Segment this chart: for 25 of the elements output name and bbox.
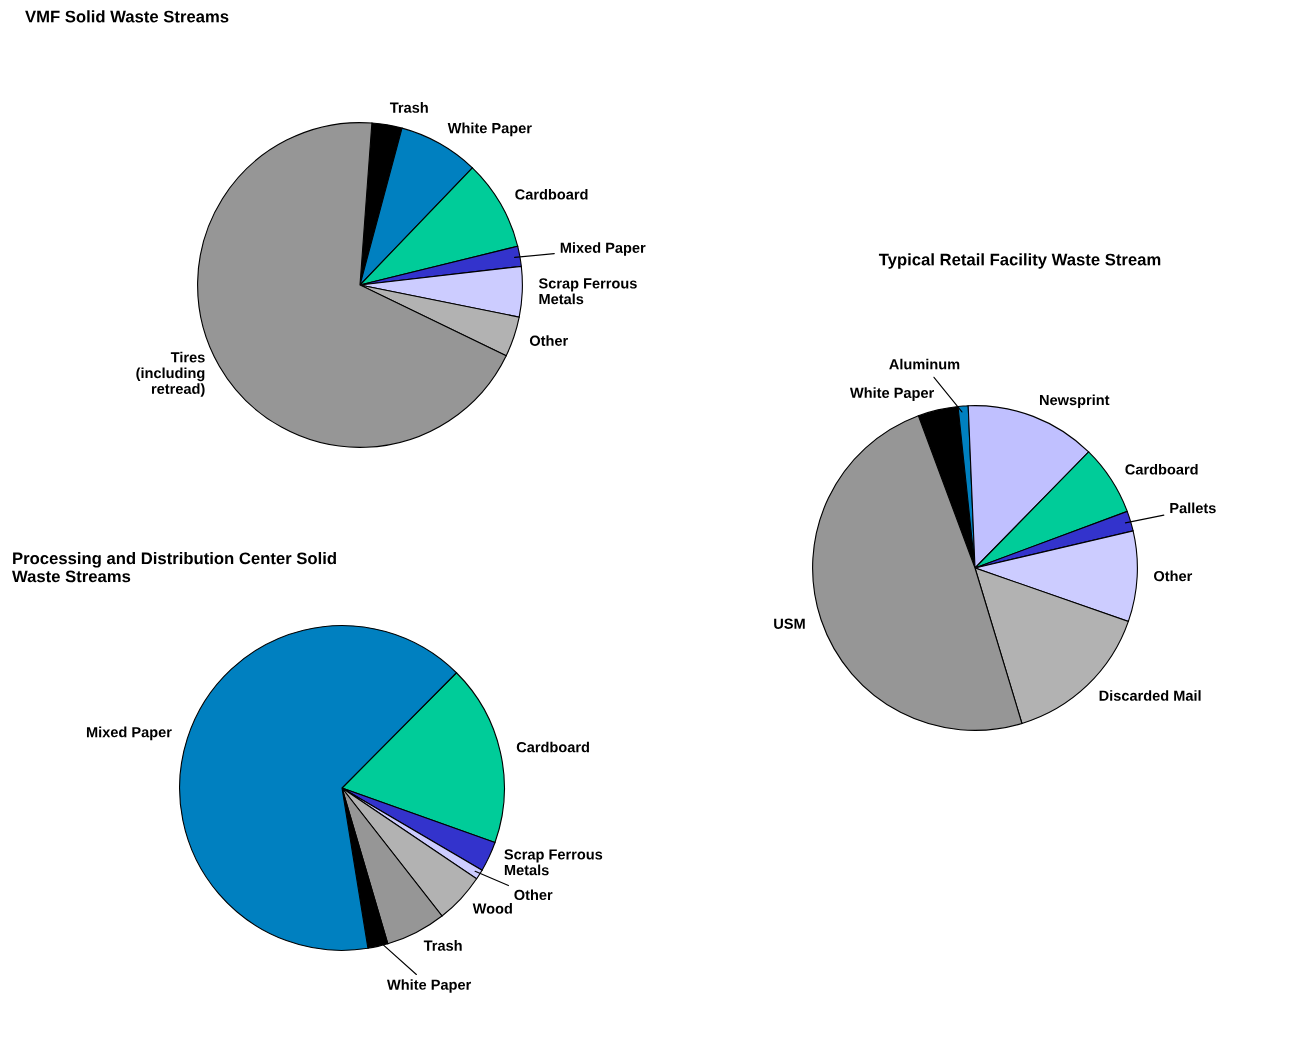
slice-label: Tires (including retread) xyxy=(136,351,205,397)
slice-label: Other xyxy=(1153,570,1193,582)
slice-label: White Paper xyxy=(447,122,532,137)
slice-label: Trash xyxy=(389,102,428,113)
slice-label: Mixed Paper xyxy=(560,242,646,256)
slice-label: Scrap Ferrous Metals xyxy=(538,278,637,305)
slice-label: White Paper xyxy=(386,979,472,993)
slice-label: Wood xyxy=(472,903,512,914)
slice-label: Trash xyxy=(423,940,462,951)
slice-label: Cardboard xyxy=(1125,463,1198,475)
slice-label: Newsprint xyxy=(1039,394,1110,409)
slice-label: USM xyxy=(774,618,805,629)
slice-label: Other xyxy=(514,889,553,901)
slice-label: Cardboard xyxy=(516,741,589,753)
chart-title: VMF Solid Waste Streams xyxy=(25,10,229,23)
slice-label: White Paper xyxy=(849,387,934,401)
slice-label: Other xyxy=(529,335,568,346)
slice-label: Scrap Ferrous Metals xyxy=(504,849,603,876)
slice-label: Mixed Paper xyxy=(86,726,172,741)
slice-label: Cardboard xyxy=(515,188,588,200)
slice-label: Aluminum xyxy=(889,358,960,370)
chart-title: Processing and Distribution Center Solid Waste Streams xyxy=(12,552,336,583)
slice-label: Discarded Mail xyxy=(1099,690,1201,701)
slice-label: Pallets xyxy=(1170,502,1216,514)
chart-title: Typical Retail Facility Waste Stream xyxy=(878,253,1161,269)
